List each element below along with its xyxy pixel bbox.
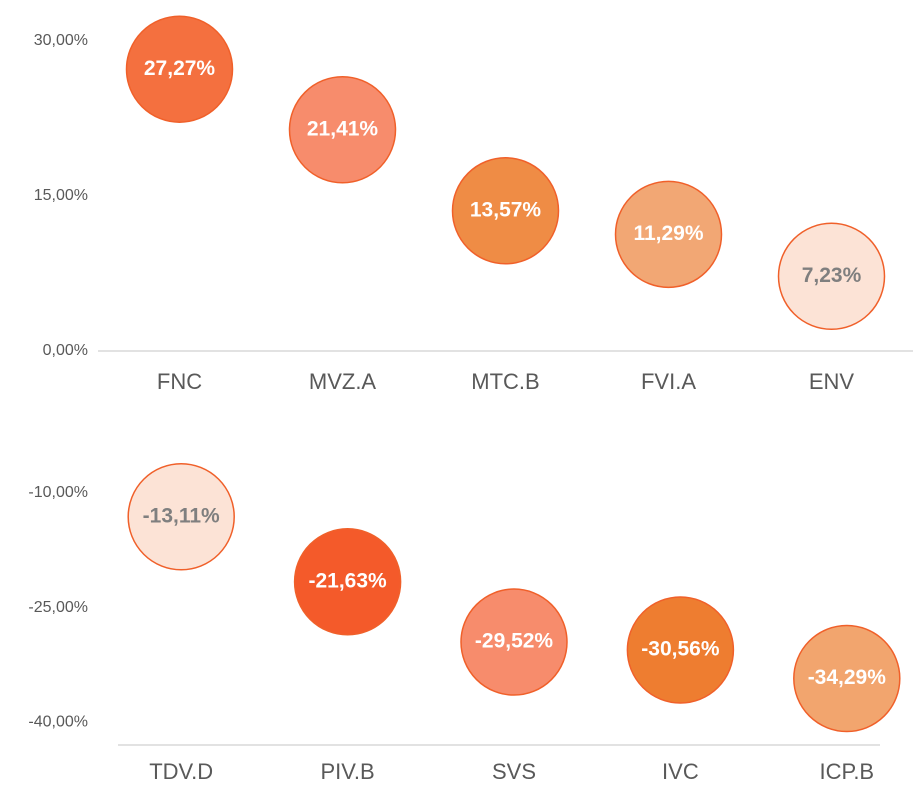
- data-label: -29,52%: [475, 630, 554, 653]
- data-label: -30,56%: [641, 638, 720, 661]
- bubble: [288, 76, 397, 184]
- bubble: [777, 222, 886, 331]
- x-tick-label: IVC: [662, 759, 699, 784]
- bubble: [793, 624, 901, 733]
- x-tick-label: SVS: [492, 759, 536, 784]
- x-tick-label: MVZ.A: [309, 369, 377, 394]
- data-label: 27,27%: [144, 57, 216, 80]
- bubble: [127, 462, 235, 571]
- bubble: [614, 180, 723, 289]
- bubble: [293, 528, 402, 636]
- data-label: 11,29%: [633, 222, 703, 245]
- bubble: [460, 588, 568, 696]
- x-tick-label: ICP.B: [819, 759, 874, 784]
- bubble: [451, 157, 560, 265]
- x-tick-label: PIV.B: [320, 759, 374, 784]
- bubble: [626, 596, 735, 704]
- y-tick-label: 15,00%: [34, 187, 88, 204]
- data-label: 7,23%: [802, 264, 862, 287]
- x-tick-label: MTC.B: [471, 369, 539, 394]
- y-tick-label: 0,00%: [43, 342, 88, 359]
- y-tick-label: -25,00%: [28, 599, 88, 616]
- y-tick-label: 30,00%: [34, 32, 88, 49]
- data-label: 13,57%: [470, 198, 542, 221]
- bubble: [125, 15, 234, 123]
- data-label: -21,63%: [308, 569, 387, 592]
- y-tick-label: -40,00%: [28, 713, 88, 730]
- data-label: -13,11%: [143, 504, 220, 527]
- x-tick-label: FNC: [157, 369, 202, 394]
- data-label: -34,29%: [808, 666, 887, 689]
- x-tick-label: TDV.D: [149, 759, 213, 784]
- x-tick-label: FVI.A: [641, 369, 696, 394]
- y-tick-label: -10,00%: [28, 484, 88, 501]
- x-tick-label: ENV: [809, 369, 855, 394]
- data-label: 21,41%: [307, 117, 379, 140]
